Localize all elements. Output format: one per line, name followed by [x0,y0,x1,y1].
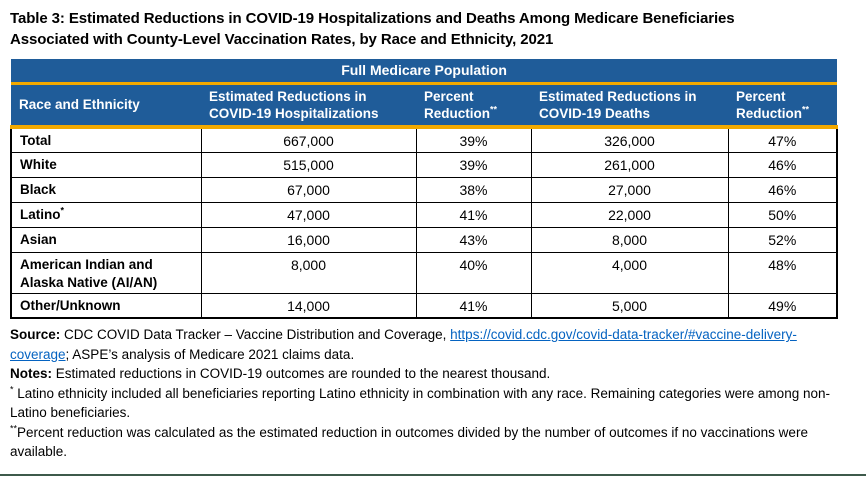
latino-footnote-text: Latino ethnicity included all beneficiar… [10,385,830,421]
table-row: White 515,000 39% 261,000 46% [10,151,838,178]
col-header-race: Race and Ethnicity [11,83,201,129]
footnotes-block: Source: CDC COVID Data Tracker – Vaccine… [10,325,856,462]
table-title: Table 3: Estimated Reductions in COVID-1… [10,8,856,50]
hospitalizations-pct-cell: 41% [415,201,532,228]
table-body: Total 667,000 39% 326,000 47% White 515,… [10,126,838,319]
col-header-deaths-percent: Percent Reduction** [728,83,838,129]
column-header-row: Race and Ethnicity Estimated Reductions … [11,83,838,129]
race-label: American Indian and Alaska Native (AI/AN… [20,256,158,290]
source-text-after-link: ; ASPE’s analysis of Medicare 2021 claim… [65,346,355,362]
source-text-before-link: CDC COVID Data Tracker – Vaccine Distrib… [60,327,451,342]
race-cell: Total [10,126,202,153]
deaths-reduction-cell: 8,000 [530,226,729,253]
col-header-hosp-pct-sup: ** [490,104,498,115]
race-cell: Other/Unknown [10,292,202,319]
col-header-deaths-pct-sup: ** [802,104,810,115]
medicare-table: Full Medicare Population Race and Ethnic… [10,59,838,319]
table-row: American Indian and Alaska Native (AI/AN… [10,251,838,294]
hospitalizations-reduction-cell: 67,000 [200,176,417,203]
notes-label: Notes: [10,366,53,381]
race-cell: Asian [10,226,202,253]
hospitalizations-pct-cell: 39% [415,151,532,178]
hospitalizations-reduction-cell: 8,000 [200,251,417,294]
race-label: Total [20,133,52,148]
race-label: Black [20,181,57,197]
race-cell: Black [10,176,202,203]
deaths-reduction-cell: 4,000 [530,251,729,294]
deaths-reduction-cell: 5,000 [530,292,729,319]
document-page: Table 3: Estimated Reductions in COVID-1… [10,8,856,462]
rounding-note: Notes: Estimated reductions in COVID-19 … [10,364,856,384]
deaths-pct-cell: 48% [727,251,838,294]
hospitalizations-reduction-cell: 16,000 [200,226,417,253]
deaths-pct-cell: 47% [727,126,838,153]
source-note: Source: CDC COVID Data Tracker – Vaccine… [10,325,856,364]
race-sup: * [60,205,65,215]
col-header-hosp-pct-label: Percent Reduction [424,88,490,121]
group-header-row: Full Medicare Population [11,59,838,85]
hospitalizations-pct-cell: 43% [415,226,532,253]
deaths-pct-cell: 46% [727,151,838,178]
page-bottom-rule [0,474,866,476]
race-cell: American Indian and Alaska Native (AI/AN… [10,251,202,294]
table-row: Latino* 47,000 41% 22,000 50% [10,201,838,228]
hospitalizations-reduction-cell: 14,000 [200,292,417,319]
col-header-race-label: Race and Ethnicity [19,97,140,113]
latino-footnote: * Latino ethnicity included all benefici… [10,384,856,423]
race-label: Latino [20,206,61,222]
deaths-reduction-cell: 261,000 [530,151,729,178]
deaths-pct-cell: 46% [727,176,838,203]
deaths-pct-cell: 49% [727,292,838,319]
deaths-pct-cell: 50% [727,201,838,228]
race-label: Other/Unknown [20,297,121,313]
table-title-line1: Table 3: Estimated Reductions in COVID-1… [10,10,735,27]
col-header-hosp-percent: Percent Reduction** [416,83,531,129]
hospitalizations-reduction-cell: 667,000 [200,126,417,153]
latino-footnote-sup: * [10,384,14,394]
hospitalizations-reduction-cell: 515,000 [200,151,417,178]
percent-reduction-footnote: **Percent reduction was calculated as th… [10,423,856,462]
percent-footnote-text: Percent reduction was calculated as the … [10,424,808,460]
source-label: Source: [10,327,61,342]
table-header: Full Medicare Population Race and Ethnic… [11,59,838,129]
deaths-reduction-cell: 326,000 [530,126,729,153]
hospitalizations-pct-cell: 41% [415,292,532,319]
race-cell: Latino* [10,201,202,228]
deaths-pct-cell: 52% [727,226,838,253]
race-label: Asian [20,231,57,247]
table-row: Other/Unknown 14,000 41% 5,000 49% [10,292,838,319]
race-cell: White [10,151,202,178]
hospitalizations-pct-cell: 38% [415,176,532,203]
source-link[interactable]: https://covid.cdc.gov/covid-data-tracker… [10,327,797,362]
col-header-deaths: Estimated Reductions in COVID-19 Deaths [531,83,728,129]
deaths-reduction-cell: 27,000 [530,176,729,203]
deaths-reduction-cell: 22,000 [530,201,729,228]
col-header-deaths-pct-label: Percent Reduction [736,88,802,121]
hospitalizations-reduction-cell: 47,000 [200,201,417,228]
group-header-cell: Full Medicare Population [11,59,838,85]
notes-text: Estimated reductions in COVID-19 outcome… [52,366,551,381]
hospitalizations-pct-cell: 40% [415,251,532,294]
table-row: Asian 16,000 43% 8,000 52% [10,226,838,253]
table-row: Total 667,000 39% 326,000 47% [10,126,838,153]
table-title-line2: Associated with County-Level Vaccination… [10,31,554,48]
percent-footnote-sup: ** [10,423,18,433]
col-header-deaths-label: Estimated Reductions in COVID-19 Deaths [539,88,697,121]
col-header-hospitalizations: Estimated Reductions in COVID-19 Hospita… [201,83,416,129]
col-header-hosp-label: Estimated Reductions in COVID-19 Hospita… [209,88,379,121]
race-label: White [20,156,57,172]
table-row: Black 67,000 38% 27,000 46% [10,176,838,203]
hospitalizations-pct-cell: 39% [415,126,532,153]
